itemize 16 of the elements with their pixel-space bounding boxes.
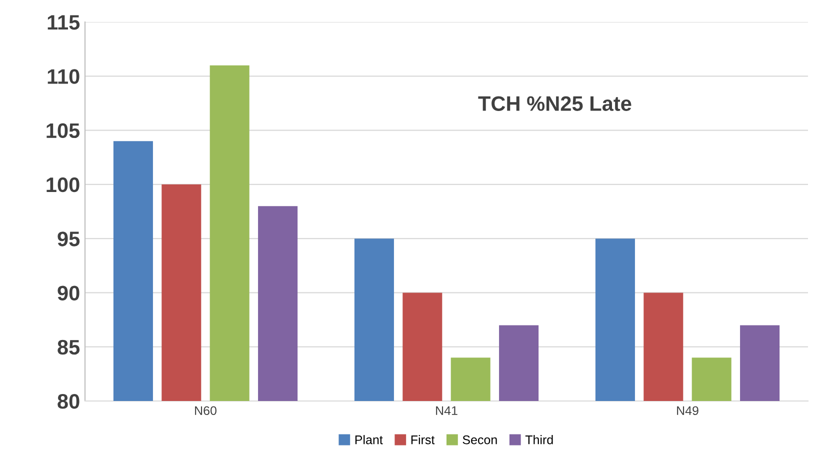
legend-label: Plant: [355, 435, 383, 444]
y-tick-label: 115: [48, 15, 80, 30]
x-tick-label: N49: [677, 406, 698, 416]
x-tick-label: N41: [436, 406, 458, 415]
y-tick-label: 85: [58, 340, 80, 355]
y-tick-label: 110: [48, 69, 80, 84]
text: TCH %N25 Late: [478, 96, 632, 111]
y-tick-label: 90: [58, 286, 80, 300]
y-tick-label: 100: [46, 177, 80, 192]
legend-label: First: [411, 435, 435, 444]
y-tick-label: 105: [46, 123, 80, 138]
x-tick-label: N60: [195, 406, 216, 416]
legend-label: Secon: [462, 435, 497, 444]
y-tick-label: 80: [58, 394, 80, 409]
y-tick-label: 95: [58, 232, 80, 246]
legend-label: Third: [525, 435, 553, 444]
